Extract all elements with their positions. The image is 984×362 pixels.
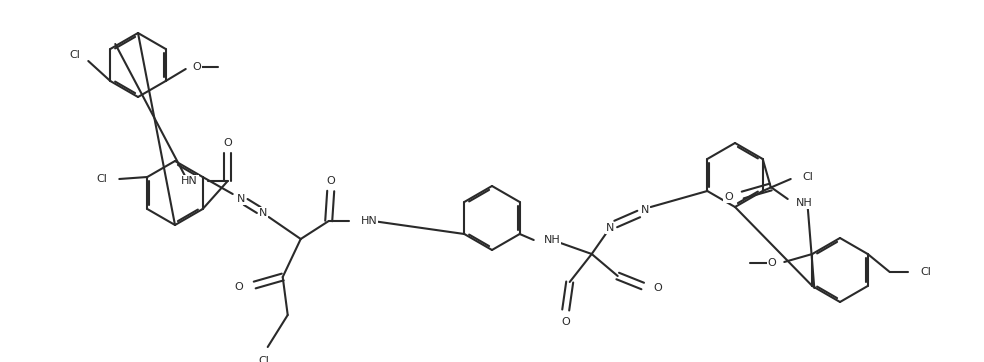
- Text: NH: NH: [544, 235, 561, 245]
- Text: N: N: [641, 205, 648, 215]
- Text: HN: HN: [361, 216, 378, 226]
- Text: Cl: Cl: [96, 174, 107, 184]
- Text: HN: HN: [181, 176, 198, 186]
- Text: O: O: [561, 317, 570, 327]
- Text: Cl: Cl: [70, 50, 81, 60]
- Text: O: O: [724, 192, 733, 202]
- Text: Cl: Cl: [921, 267, 932, 277]
- Text: O: O: [234, 282, 243, 292]
- Text: Cl: Cl: [803, 172, 814, 182]
- Text: O: O: [768, 258, 776, 268]
- Text: N: N: [605, 223, 614, 233]
- Text: O: O: [193, 62, 202, 72]
- Text: O: O: [653, 283, 662, 293]
- Text: N: N: [236, 194, 245, 204]
- Text: Cl: Cl: [258, 356, 270, 362]
- Text: N: N: [259, 208, 267, 218]
- Text: O: O: [223, 138, 232, 148]
- Text: NH: NH: [796, 198, 813, 208]
- Text: O: O: [327, 176, 336, 186]
